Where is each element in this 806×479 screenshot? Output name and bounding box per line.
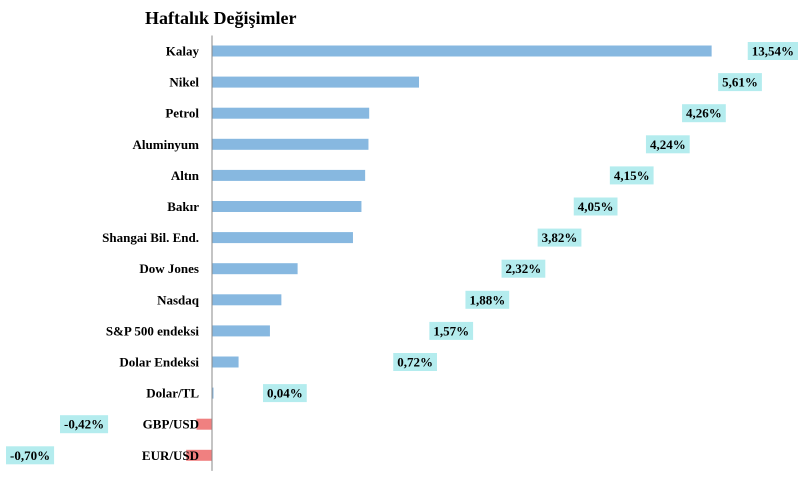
value-label: -0,70% [6,446,55,465]
bar-8 [212,294,282,306]
value-label: 4,05% [573,197,618,216]
value-label-text: 0,72% [397,355,433,370]
category-label: S&P 500 endeksi [106,323,200,338]
value-label-text: -0,42% [64,417,104,432]
value-label: 1,88% [465,290,510,309]
value-label-text: 1,57% [433,323,469,338]
value-label-background [609,166,654,185]
value-label: 0,04% [263,384,307,403]
value-label: 3,82% [537,228,582,247]
value-label-background [263,384,307,403]
bar-10 [212,356,239,368]
category-label: Dolar Endeksi [119,355,199,370]
value-label-background [501,259,546,278]
bar-0 [212,45,712,57]
value-label-text: 5,61% [722,75,758,90]
category-label: Dolar/TL [146,386,199,401]
category-label: Dow Jones [139,261,199,276]
value-label-text: 4,05% [578,199,614,214]
bar-11 [212,387,214,399]
bar-6 [212,232,353,244]
value-label-background [645,135,690,154]
value-label-background [682,104,726,123]
category-label: Shangai Bil. End. [102,230,199,245]
category-label: GBP/USD [143,417,199,432]
value-label-background [747,42,798,60]
value-label-text: -0,70% [10,448,50,463]
value-label-text: 4,24% [650,137,686,152]
category-label: Aluminyum [133,137,200,152]
value-label: 1,57% [429,321,474,340]
value-label: 5,61% [718,73,762,92]
value-label-text: 4,26% [686,106,722,121]
value-label: 4,24% [645,135,690,154]
value-label: -0,42% [60,415,109,434]
category-label: Altın [171,168,200,183]
value-label-text: 3,82% [542,230,578,245]
labels-layer: Kalay 13,54% Nikel 5,61% Petrol 4,26% Aluminyu… [6,42,798,465]
value-label: 2,32% [501,259,546,278]
category-label: Petrol [165,106,199,121]
value-label: 13,54% [747,42,798,60]
value-label-background [429,321,474,340]
value-label-text: 0,04% [267,386,303,401]
bar-3 [212,138,369,150]
value-label-background [573,197,618,216]
value-label: 4,15% [609,166,654,185]
value-label-background [6,446,55,465]
bar-2 [212,107,370,119]
value-label-text: 2,32% [506,261,542,276]
value-label-background [465,290,510,309]
value-label-text: 4,15% [614,168,650,183]
category-label: Kalay [166,44,200,59]
value-label-text: 13,54% [752,44,794,59]
value-label-background [537,228,582,247]
category-label: Bakır [167,199,199,214]
bar-12 [196,418,212,430]
value-label-background [718,73,762,92]
value-label-background [60,415,109,434]
bar-9 [212,325,270,337]
bar-7 [212,263,298,275]
bar-5 [212,201,362,212]
value-label: 4,26% [682,104,726,123]
value-label-text: 1,88% [469,292,505,307]
bar-13 [186,449,212,461]
chart-title: Haftalık Değişimler [145,8,296,28]
category-label: Nikel [169,75,199,90]
value-label-background [393,353,437,371]
category-label: Nasdaq [157,292,200,307]
bar-4 [212,169,366,181]
bars-layer [186,45,712,461]
category-label: EUR/USD [142,448,199,463]
value-label: 0,72% [393,353,437,371]
bar-1 [212,76,420,88]
